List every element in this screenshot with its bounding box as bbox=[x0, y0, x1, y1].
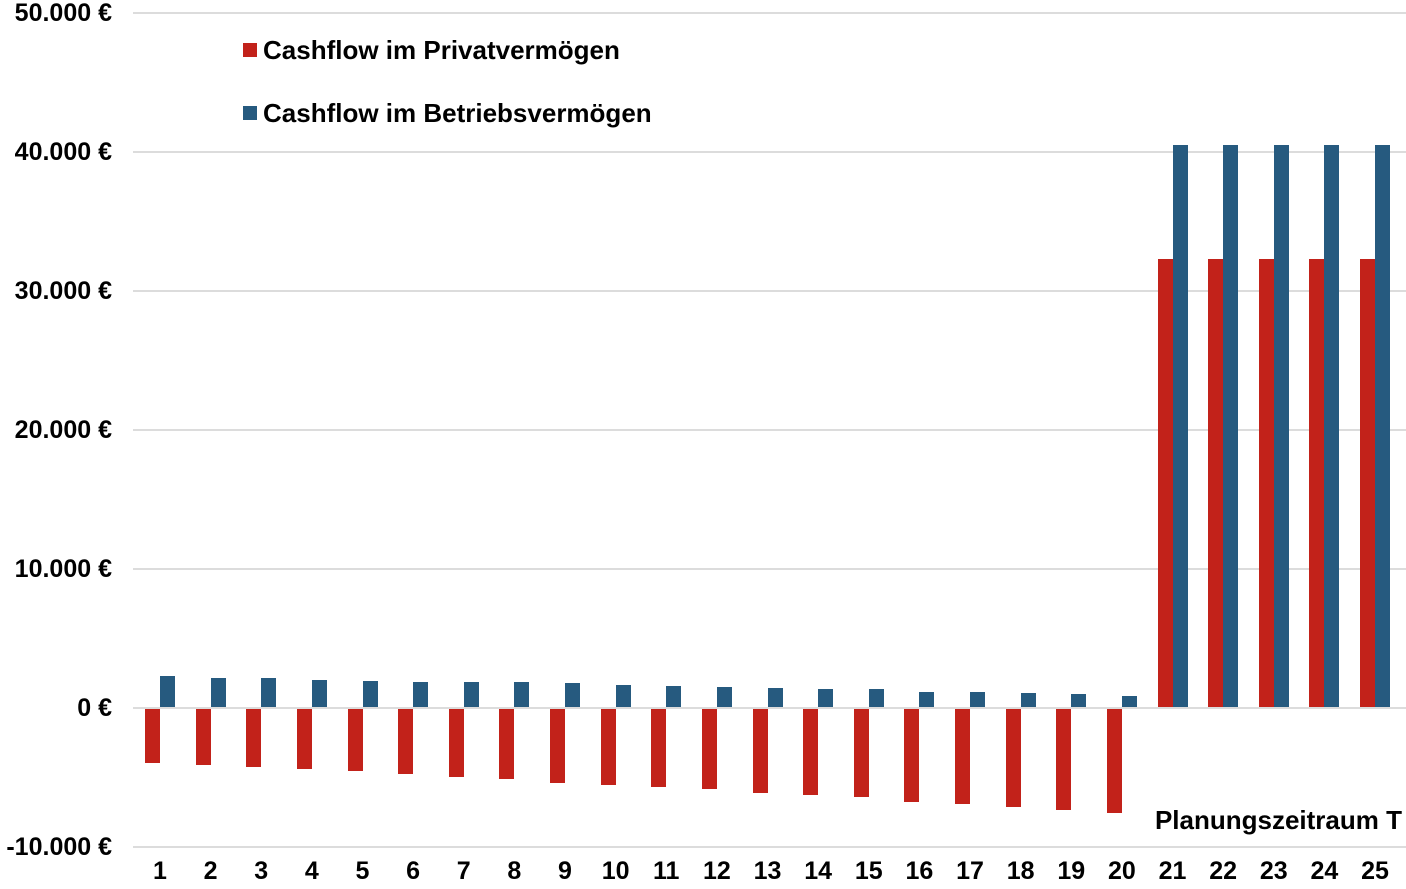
legend-swatch-betriebsvermoegen-icon bbox=[243, 106, 257, 120]
bar-privatvermoegen-24 bbox=[1309, 258, 1325, 708]
bar-privatvermoegen-5 bbox=[347, 708, 363, 772]
bar-betriebsvermoegen-18 bbox=[1020, 692, 1036, 708]
legend-label-privatvermoegen: Cashflow im Privatvermögen bbox=[263, 34, 620, 65]
x-axis-tick-label: 10 bbox=[601, 857, 630, 885]
bar-betriebsvermoegen-15 bbox=[868, 689, 884, 708]
x-axis-tick-label: 22 bbox=[1209, 857, 1238, 885]
x-axis-tick-label: 5 bbox=[355, 857, 370, 885]
bar-betriebsvermoegen-11 bbox=[666, 685, 682, 708]
bar-betriebsvermoegen-17 bbox=[970, 692, 985, 708]
bar-privatvermoegen-10 bbox=[600, 708, 616, 785]
bar-privatvermoegen-1 bbox=[145, 708, 160, 763]
bar-privatvermoegen-17 bbox=[955, 708, 970, 805]
x-axis-title: Planungszeitraum T bbox=[1154, 805, 1402, 835]
x-axis-tick-label: 18 bbox=[1006, 857, 1035, 885]
x-axis-tick-label: 14 bbox=[804, 857, 833, 885]
bar-betriebsvermoegen-3 bbox=[261, 678, 277, 708]
bar-privatvermoegen-15 bbox=[853, 708, 869, 797]
y-axis-tick-label: 20.000 € bbox=[14, 415, 112, 444]
x-axis-tick-label: 13 bbox=[753, 857, 782, 885]
bar-betriebsvermoegen-25 bbox=[1375, 144, 1390, 708]
bar-privatvermoegen-12 bbox=[701, 708, 717, 790]
y-axis-tick-label: 50.000 € bbox=[14, 0, 112, 27]
bar-betriebsvermoegen-10 bbox=[615, 685, 631, 708]
bar-betriebsvermoegen-23 bbox=[1273, 144, 1289, 708]
bar-privatvermoegen-19 bbox=[1056, 708, 1072, 810]
gridline-30000 bbox=[133, 289, 1406, 292]
bar-betriebsvermoegen-20 bbox=[1121, 696, 1137, 708]
bar-privatvermoegen-9 bbox=[550, 708, 565, 783]
bar-privatvermoegen-11 bbox=[651, 708, 667, 788]
bar-privatvermoegen-22 bbox=[1208, 258, 1224, 708]
gridline-50000 bbox=[133, 11, 1406, 14]
x-axis-tick-label: 1 bbox=[153, 857, 167, 885]
bar-privatvermoegen-2 bbox=[195, 708, 211, 765]
bar-betriebsvermoegen-16 bbox=[919, 691, 935, 708]
x-axis-tick-label: 4 bbox=[304, 857, 319, 885]
bar-privatvermoegen-20 bbox=[1106, 708, 1122, 814]
gridline-10000 bbox=[133, 567, 1406, 570]
bar-betriebsvermoegen-22 bbox=[1223, 144, 1239, 708]
gridline-0 bbox=[133, 706, 1406, 709]
legend: Cashflow im Privatvermögen Cashflow im B… bbox=[243, 34, 652, 160]
y-axis-tick-label: 0 € bbox=[77, 693, 112, 722]
bar-betriebsvermoegen-21 bbox=[1172, 144, 1188, 708]
bar-privatvermoegen-13 bbox=[752, 708, 768, 793]
bar-betriebsvermoegen-24 bbox=[1324, 144, 1340, 708]
x-axis-tick-label: 19 bbox=[1057, 857, 1086, 885]
x-axis-tick-label: 20 bbox=[1107, 857, 1136, 885]
bar-betriebsvermoegen-9 bbox=[565, 683, 580, 708]
x-axis-tick-label: 8 bbox=[507, 857, 522, 885]
bar-betriebsvermoegen-19 bbox=[1071, 693, 1087, 708]
x-axis-tick-label: 7 bbox=[456, 857, 471, 885]
x-axis-tick-label: 3 bbox=[254, 857, 269, 885]
x-axis-tick-label: 9 bbox=[558, 857, 572, 885]
legend-item-betriebsvermoegen: Cashflow im Betriebsvermögen bbox=[243, 97, 652, 129]
gridline--10000 bbox=[133, 845, 1406, 848]
bar-privatvermoegen-21 bbox=[1157, 258, 1173, 708]
x-axis-tick-label: 25 bbox=[1361, 857, 1389, 885]
bar-betriebsvermoegen-14 bbox=[818, 688, 834, 708]
bar-betriebsvermoegen-12 bbox=[716, 687, 732, 708]
x-axis-tick-label: 2 bbox=[203, 857, 218, 885]
bar-betriebsvermoegen-4 bbox=[311, 680, 327, 708]
bar-betriebsvermoegen-8 bbox=[514, 682, 530, 708]
bar-privatvermoegen-4 bbox=[296, 708, 312, 769]
bar-betriebsvermoegen-6 bbox=[413, 681, 429, 708]
gridline-20000 bbox=[133, 428, 1406, 431]
gridline-40000 bbox=[133, 150, 1406, 153]
bar-privatvermoegen-16 bbox=[904, 708, 920, 803]
bar-privatvermoegen-14 bbox=[803, 708, 819, 795]
bar-privatvermoegen-23 bbox=[1258, 258, 1274, 708]
x-axis-tick-label: 17 bbox=[956, 857, 984, 885]
legend-swatch-privatvermoegen-icon bbox=[243, 43, 257, 57]
bar-privatvermoegen-25 bbox=[1360, 258, 1375, 708]
legend-item-privatvermoegen: Cashflow im Privatvermögen bbox=[243, 34, 652, 66]
x-axis-tick-label: 12 bbox=[702, 857, 731, 885]
bar-privatvermoegen-3 bbox=[246, 708, 262, 767]
bar-betriebsvermoegen-5 bbox=[362, 681, 378, 708]
x-axis-tick-label: 11 bbox=[653, 857, 680, 885]
y-axis-tick-label: 30.000 € bbox=[14, 276, 112, 305]
bar-privatvermoegen-6 bbox=[398, 708, 414, 774]
bar-betriebsvermoegen-13 bbox=[767, 688, 783, 708]
bar-betriebsvermoegen-2 bbox=[210, 678, 226, 708]
bar-privatvermoegen-8 bbox=[499, 708, 515, 779]
bar-privatvermoegen-18 bbox=[1005, 708, 1021, 808]
x-axis-tick-label: 15 bbox=[854, 857, 883, 885]
x-axis-tick-label: 21 bbox=[1158, 857, 1187, 885]
legend-label-betriebsvermoegen: Cashflow im Betriebsvermögen bbox=[263, 97, 652, 128]
x-axis-tick-label: 16 bbox=[905, 857, 934, 885]
y-axis-tick-label: 10.000 € bbox=[14, 554, 112, 583]
bar-privatvermoegen-7 bbox=[448, 708, 464, 777]
bar-betriebsvermoegen-7 bbox=[463, 682, 479, 708]
bar-betriebsvermoegen-1 bbox=[160, 676, 175, 708]
y-axis-tick-label: -10.000 € bbox=[6, 832, 112, 861]
x-axis-tick-label: 6 bbox=[406, 857, 421, 885]
x-axis-tick-label: 24 bbox=[1310, 857, 1339, 885]
x-axis-tick-label: 23 bbox=[1259, 857, 1288, 885]
y-axis-tick-label: 40.000 € bbox=[14, 137, 112, 166]
